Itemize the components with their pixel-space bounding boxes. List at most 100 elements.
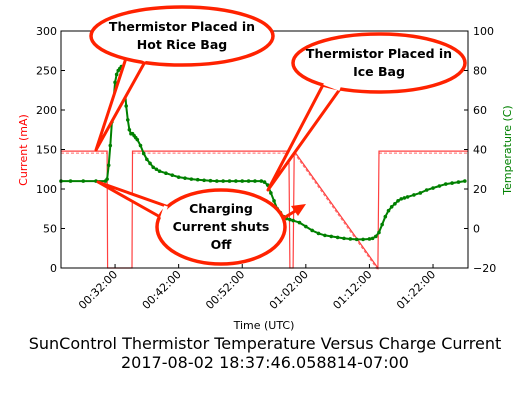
right-tick-label: 60 xyxy=(473,104,487,117)
temperature-point xyxy=(396,199,400,203)
left-tick-label: 250 xyxy=(36,65,57,78)
temperature-point xyxy=(114,72,119,77)
annotation-arrow-current-off-2 xyxy=(281,204,306,221)
annotation-bubble xyxy=(89,5,275,67)
annotation-text: Off xyxy=(211,237,233,252)
temperature-point xyxy=(202,178,206,183)
left-tick-label: 0 xyxy=(50,262,57,275)
temperature-point xyxy=(148,161,152,166)
chart-subtitle: 2017-08-02 18:37:46.058814-07:00 xyxy=(121,353,409,372)
temperature-point xyxy=(380,222,384,227)
right-tick-label: 100 xyxy=(473,25,494,38)
temperature-point xyxy=(443,182,448,186)
temperature-point xyxy=(135,137,140,142)
temperature-point xyxy=(269,191,273,195)
temperature-point xyxy=(138,143,143,148)
annotation-text: Current shuts xyxy=(173,219,270,234)
temperature-point xyxy=(170,173,175,177)
current-line xyxy=(61,149,468,270)
temperature-point xyxy=(221,179,225,183)
left-tick-label: 150 xyxy=(36,144,57,157)
temperature-point xyxy=(208,178,213,183)
temperature-point xyxy=(316,231,321,236)
annotation-seam xyxy=(160,205,168,219)
temperature-point xyxy=(227,179,232,183)
temperature-point xyxy=(141,151,146,156)
annotation-text: Thermistor Placed in xyxy=(109,19,255,34)
temperature-point xyxy=(164,171,168,175)
temperature-point xyxy=(310,228,314,233)
temperature-point xyxy=(262,180,267,184)
temperature-point xyxy=(127,127,132,132)
temperature-point xyxy=(183,176,187,180)
right-tick-label: −20 xyxy=(473,262,496,275)
temperature-point xyxy=(272,199,276,203)
right-tick-label: 20 xyxy=(473,183,487,196)
right-axis-ticks: −20 0 20 40 60 80 100 xyxy=(464,25,496,275)
annotation-seam xyxy=(323,81,341,91)
temperature-point xyxy=(431,186,435,190)
chart-canvas: 0 50 100 150 200 250 300 −20 0 20 40 60 80 100 00:32… xyxy=(17,5,514,332)
temperature-point xyxy=(125,118,130,122)
temperature-point xyxy=(399,197,404,201)
annotation-text: Charging xyxy=(189,201,253,216)
annotation-seam xyxy=(127,50,147,62)
annotation-text: Thermistor Placed in xyxy=(306,46,452,61)
temperature-point xyxy=(373,234,378,239)
left-tick-label: 200 xyxy=(36,104,57,117)
temperature-point xyxy=(240,179,245,183)
y-axis-label-right: Temperature (C) xyxy=(501,105,514,195)
annotation-bubble xyxy=(291,32,467,94)
temperature-point xyxy=(234,179,238,183)
current-ripple-2 xyxy=(293,152,379,271)
temperature-point xyxy=(215,179,219,183)
temperature-point xyxy=(463,179,467,183)
temperature-point xyxy=(418,191,423,195)
x-tick-label: 01:22:00 xyxy=(394,268,438,312)
temperature-point xyxy=(405,195,410,199)
temperature-point xyxy=(253,179,257,183)
x-axis-label: Time (UTC) xyxy=(233,319,295,332)
right-tick-label: 80 xyxy=(473,65,487,78)
annotation-hot-rice-bag: Thermistor Placed in Hot Rice Bag xyxy=(89,5,275,152)
temperature-point xyxy=(108,143,113,148)
temperature-point xyxy=(402,196,407,200)
temperature-point xyxy=(246,179,251,183)
temperature-point xyxy=(383,214,388,219)
x-tick-label: 00:42:00 xyxy=(140,268,184,312)
temperature-point xyxy=(113,80,117,85)
temperature-point xyxy=(348,237,353,241)
temperature-point xyxy=(259,179,264,183)
temperature-point xyxy=(342,236,346,241)
y-axis-label-left: Current (mA) xyxy=(17,114,30,186)
temperature-point xyxy=(297,220,302,225)
temperature-point xyxy=(288,217,292,222)
temperature-point xyxy=(377,230,381,235)
right-tick-label: 0 xyxy=(473,223,480,236)
temperature-point xyxy=(335,235,340,240)
temperature-point xyxy=(157,169,162,174)
x-tick-label: 00:52:00 xyxy=(203,268,247,312)
temperature-point xyxy=(354,237,359,242)
x-tick-label: 00:32:00 xyxy=(76,268,120,312)
temperature-point xyxy=(361,237,365,242)
left-tick-label: 100 xyxy=(36,183,57,196)
temperature-point xyxy=(389,204,394,209)
left-tick-label: 300 xyxy=(36,25,57,38)
temperature-point xyxy=(124,104,128,108)
x-tick-label: 01:02:00 xyxy=(267,268,311,312)
temperature-point xyxy=(323,233,327,238)
annotation-ice-bag: Thermistor Placed in Ice Bag xyxy=(266,32,467,192)
temperature-point xyxy=(68,179,73,183)
temperature-point xyxy=(456,180,461,184)
temperature-point xyxy=(291,218,295,223)
temperature-point xyxy=(370,236,375,241)
annotation-text: Ice Bag xyxy=(353,64,405,79)
temperature-point xyxy=(176,175,181,179)
temperature-point xyxy=(145,157,149,162)
chart-title: SunControl Thermistor Temperature Versus… xyxy=(28,334,502,353)
temperature-point xyxy=(195,177,200,182)
right-tick-label: 40 xyxy=(473,144,487,157)
